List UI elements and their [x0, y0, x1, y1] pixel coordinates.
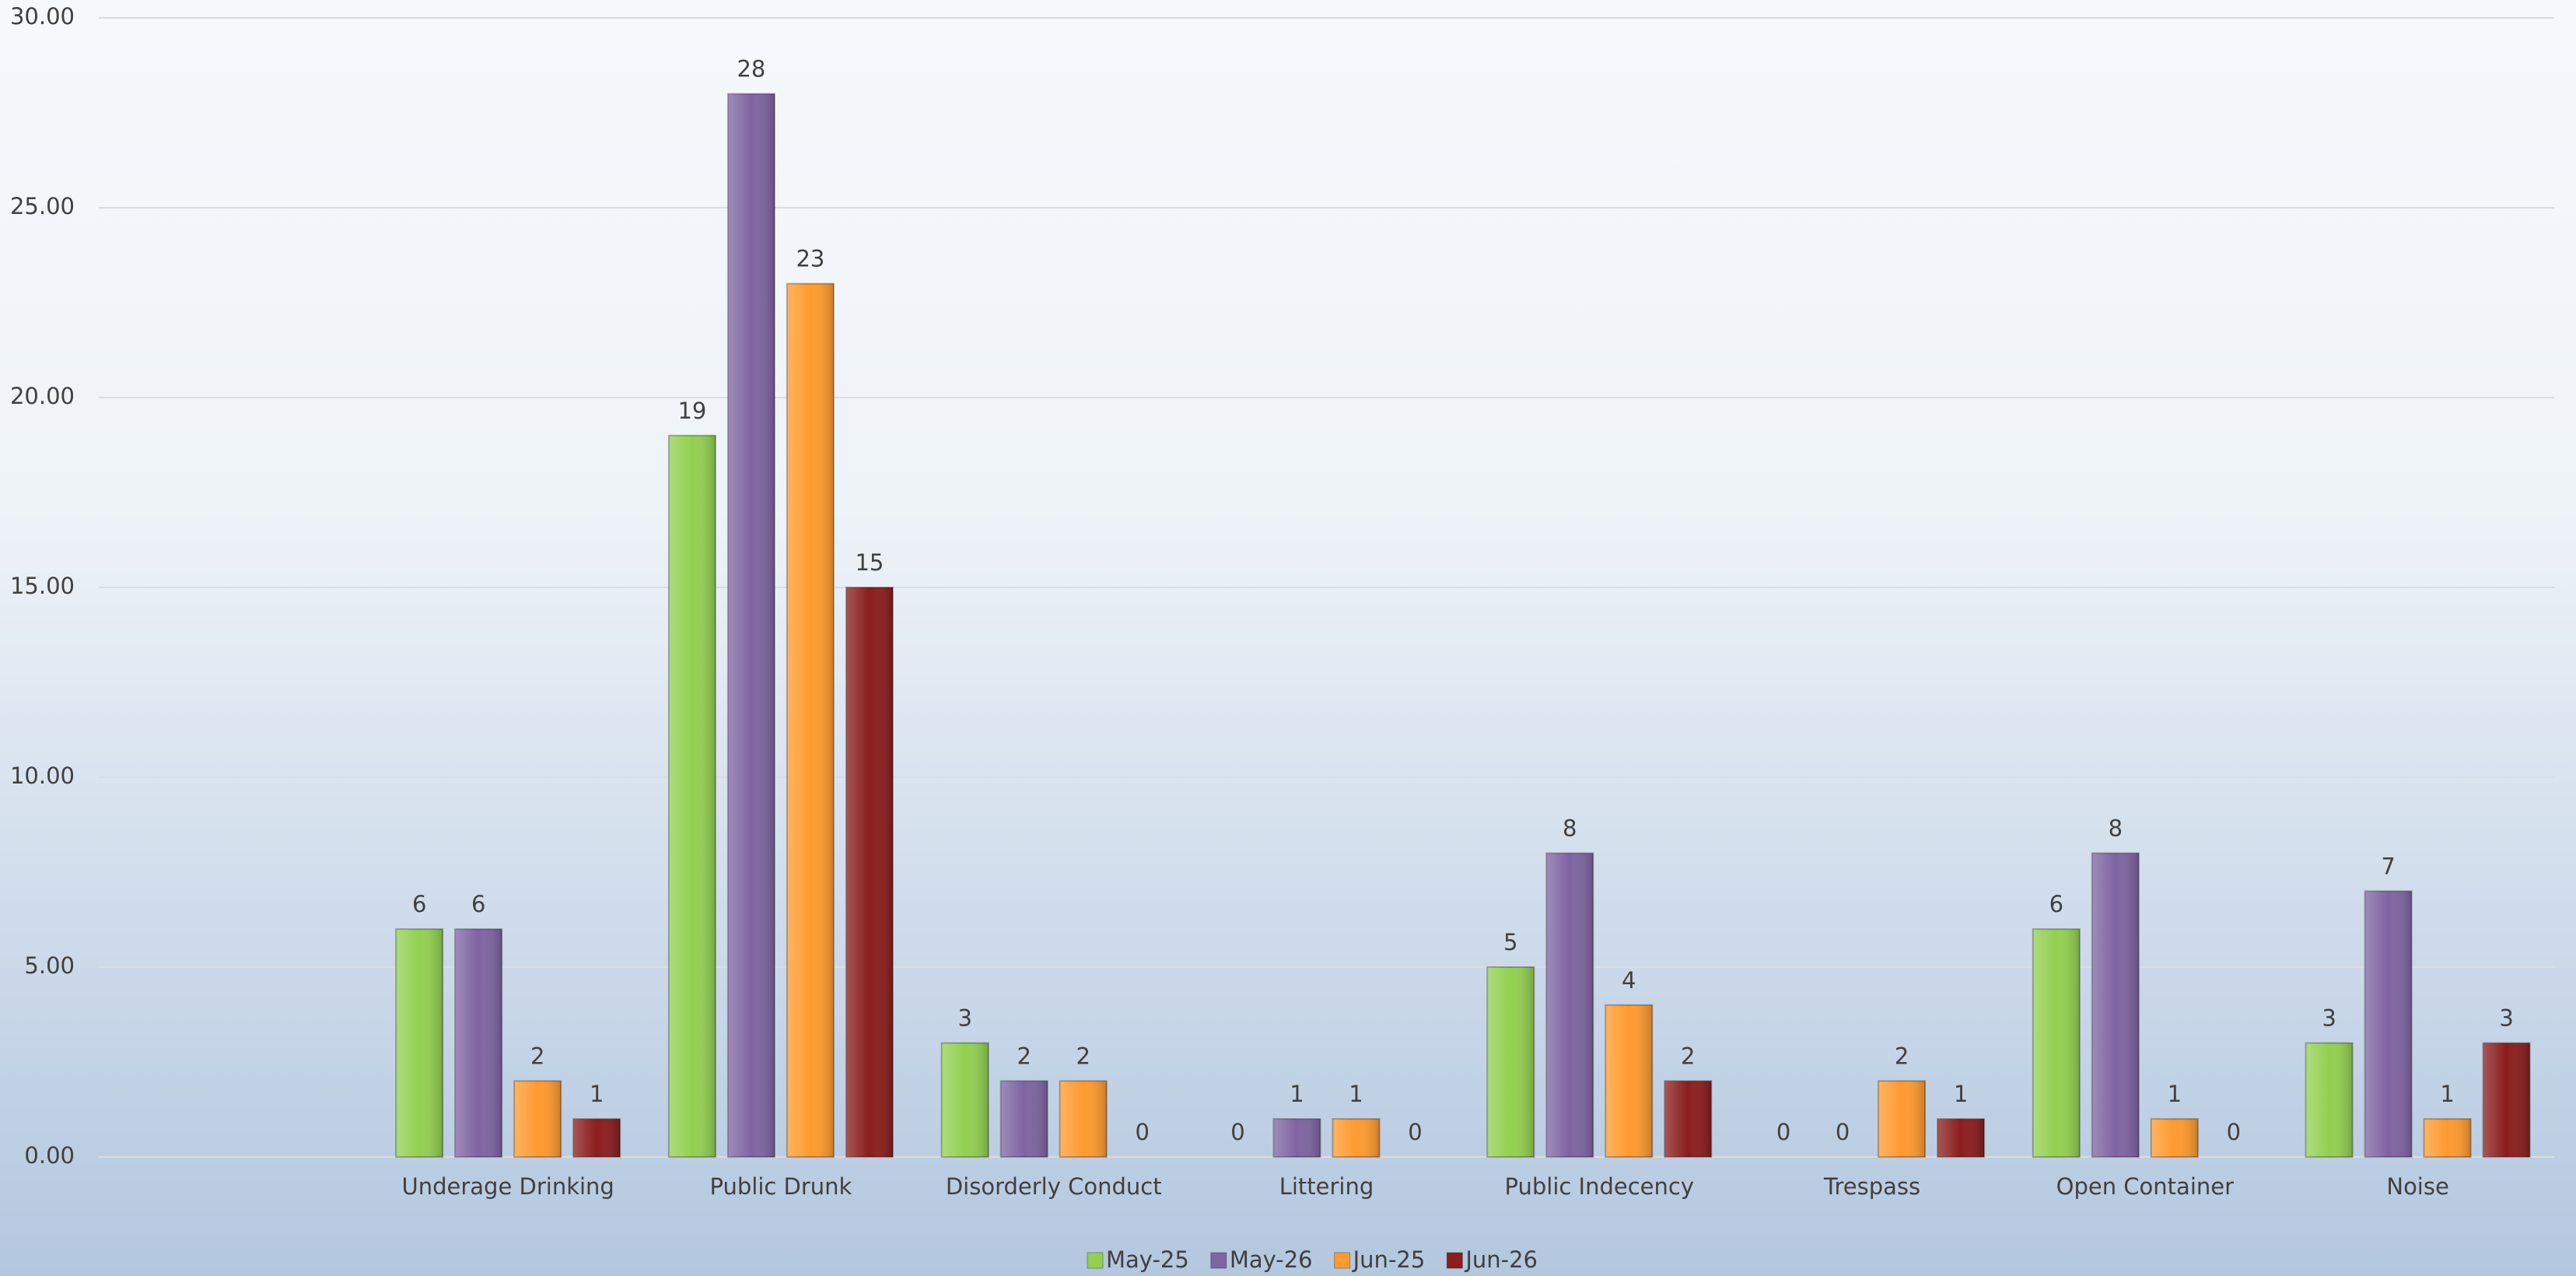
bar-shade — [1605, 1004, 1653, 1157]
bar-shade — [396, 929, 443, 1157]
bar-shade — [1273, 1119, 1321, 1157]
data-label: 2 — [1017, 1043, 1031, 1069]
bar-shade — [2091, 853, 2139, 1157]
legend-label: Jun-25 — [1352, 1246, 1426, 1273]
bar-shade — [1546, 853, 1594, 1157]
data-label: 3 — [957, 1005, 971, 1032]
bar-shade — [2305, 1043, 2353, 1157]
y-tick-label: 0.00 — [24, 1142, 75, 1169]
bar-shade — [727, 93, 775, 1158]
x-tick-label: Public Indecency — [1505, 1173, 1695, 1200]
x-tick-label: Disorderly Conduct — [946, 1173, 1162, 1200]
bar-shade — [1664, 1081, 1712, 1157]
y-tick-label: 10.00 — [10, 762, 75, 789]
bar-shade — [1878, 1081, 1926, 1157]
data-label: 0 — [2227, 1119, 2241, 1145]
data-label: 1 — [1954, 1081, 1968, 1107]
data-label: 0 — [1776, 1119, 1790, 1145]
x-tick-label: Littering — [1279, 1173, 1374, 1200]
data-label: 1 — [1290, 1081, 1304, 1107]
data-label: 2 — [530, 1043, 544, 1069]
y-tick-label: 20.00 — [10, 383, 75, 409]
bar-shade — [2364, 891, 2412, 1157]
legend-swatch — [1087, 1252, 1104, 1269]
legend-label: Jun-26 — [1464, 1246, 1538, 1273]
data-label: 2 — [1076, 1043, 1090, 1069]
legend-swatch — [1334, 1252, 1351, 1269]
x-tick-label: Public Drunk — [710, 1173, 852, 1200]
bar-shade — [1332, 1119, 1380, 1157]
data-label: 5 — [1503, 929, 1517, 955]
data-label: 6 — [471, 891, 485, 917]
data-label: 1 — [2168, 1081, 2182, 1107]
x-tick-label: Noise — [2386, 1173, 2448, 1200]
data-label: 19 — [677, 398, 706, 424]
data-label: 7 — [2381, 853, 2395, 879]
bar-shade — [941, 1043, 989, 1157]
bar-shade — [2424, 1119, 2471, 1157]
bar-shade — [573, 1119, 621, 1157]
data-label: 1 — [2440, 1081, 2454, 1107]
legend-swatch — [1446, 1252, 1463, 1269]
data-label: 1 — [1349, 1081, 1363, 1107]
data-label: 3 — [2322, 1005, 2336, 1032]
bar-shade — [1000, 1081, 1048, 1157]
bar-shade — [1487, 967, 1535, 1157]
data-label: 8 — [1563, 815, 1577, 842]
data-label: 8 — [2109, 815, 2123, 842]
bar-shade — [786, 283, 834, 1158]
data-label: 15 — [855, 549, 884, 576]
x-tick-label: Trespass — [1823, 1173, 1920, 1200]
y-tick-label: 30.00 — [10, 3, 75, 30]
data-label: 0 — [1408, 1119, 1422, 1145]
data-label: 6 — [412, 891, 426, 917]
legend-swatch — [1210, 1252, 1227, 1269]
bar-shade — [1059, 1081, 1107, 1157]
chart-title: Nuisance Crimes — [807, 0, 1625, 17]
bar-shade — [514, 1081, 562, 1157]
data-label: 6 — [2049, 891, 2063, 917]
bar-shade — [845, 587, 893, 1157]
x-tick-label: Open Container — [2056, 1173, 2234, 1200]
y-tick-label: 25.00 — [10, 193, 75, 219]
data-label: 1 — [590, 1081, 604, 1107]
data-label: 2 — [1681, 1043, 1695, 1069]
data-label: 23 — [796, 246, 824, 272]
y-tick-label: 15.00 — [10, 573, 75, 599]
data-label: 3 — [2499, 1005, 2513, 1032]
legend-label: May-26 — [1230, 1246, 1313, 1273]
data-label: 28 — [737, 56, 765, 82]
bar-shade — [1937, 1119, 1985, 1157]
bar-shade — [2032, 929, 2080, 1157]
data-label: 0 — [1135, 1119, 1149, 1145]
y-tick-label: 5.00 — [24, 952, 75, 979]
legend-label: May-25 — [1106, 1246, 1189, 1273]
bar-shade — [2483, 1043, 2530, 1157]
bar-shade — [668, 435, 716, 1157]
data-label: 4 — [1622, 967, 1636, 994]
x-tick-label: Underage Drinking — [401, 1173, 614, 1200]
data-label: 0 — [1230, 1119, 1244, 1145]
bar-shade — [455, 929, 502, 1157]
bar-shade — [2151, 1119, 2198, 1157]
data-label: 2 — [1895, 1043, 1909, 1069]
data-label: 0 — [1836, 1119, 1850, 1145]
